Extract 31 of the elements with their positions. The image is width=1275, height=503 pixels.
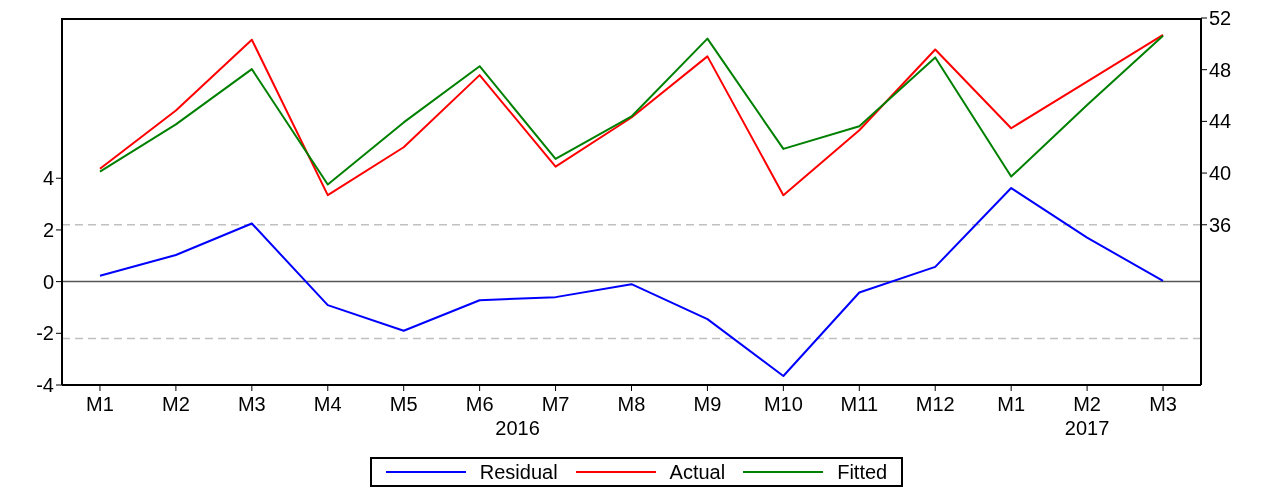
x-tick-label: M4 — [313, 393, 342, 416]
x-tick-label: M5 — [389, 393, 418, 416]
legend-label: Fitted — [837, 460, 888, 484]
x-tick-label: M3 — [237, 393, 266, 416]
y2-tick-label: 48 — [1209, 58, 1232, 81]
x-tick-label: M8 — [617, 393, 646, 416]
legend-label: Residual — [479, 460, 558, 484]
x-tick-label: M10 — [763, 393, 803, 416]
x-tick-label: M9 — [693, 393, 722, 416]
y2-tick-label: 36 — [1209, 213, 1232, 236]
legend-label: Actual — [669, 460, 726, 484]
y2-tick-label: 52 — [1209, 7, 1232, 30]
text: 2016 — [494, 417, 541, 440]
y2-tick-label: 40 — [1209, 162, 1232, 185]
x-tick-label: M1 — [86, 393, 114, 416]
x-tick-label: M7 — [541, 393, 570, 416]
y-tick-label: 4 — [42, 167, 54, 190]
text: 2017 — [1063, 417, 1111, 440]
y-tick-label: -4 — [36, 374, 54, 397]
y-tick-label: 2 — [42, 219, 54, 242]
x-tick-label: M2 — [162, 393, 190, 416]
line-series — [98, 187, 1165, 377]
x-tick-label: M2 — [1073, 393, 1101, 416]
x-tick-label: M3 — [1149, 393, 1177, 416]
y-tick-label: -2 — [36, 322, 54, 345]
y-tick-label: 0 — [42, 270, 54, 293]
x-tick-label: M6 — [465, 393, 494, 416]
x-tick-label: M1 — [997, 393, 1026, 416]
x-tick-label: M12 — [915, 393, 955, 416]
x-tick-label: M11 — [840, 393, 879, 416]
y2-tick-label: 44 — [1209, 110, 1232, 133]
